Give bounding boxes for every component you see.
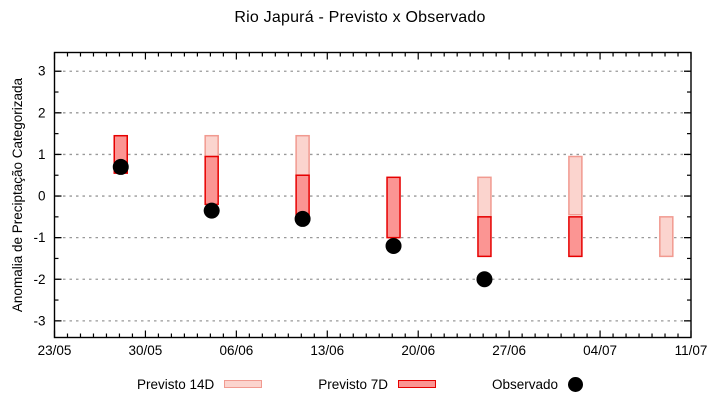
- previsto-7d-swatch-icon: [398, 380, 437, 388]
- bar-previsto-7d: [386, 176, 401, 239]
- y-tick-label: -3: [33, 313, 45, 328]
- x-tick-label: 27/06: [492, 343, 526, 358]
- observed-dot: [476, 271, 493, 288]
- x-tick-label: 20/06: [401, 343, 435, 358]
- legend: Previsto 14D Previsto 7D Observado: [0, 373, 720, 395]
- bar-previsto-7d: [295, 174, 310, 216]
- bar-previsto-14d: [477, 176, 492, 218]
- observed-dot: [385, 237, 402, 254]
- plot-border: [53, 51, 692, 339]
- x-tick-label: 04/07: [583, 343, 617, 358]
- y-tick-label: -2: [33, 272, 45, 287]
- bar-previsto-14d: [204, 134, 219, 158]
- legend-label-observado: Observado: [492, 376, 559, 392]
- observado-dot-icon: [568, 376, 584, 392]
- legend-entry-observado: Observado: [492, 376, 584, 392]
- chart-title: Rio Japurá - Previsto x Observado: [234, 9, 486, 26]
- legend-entry-previsto-14d: Previsto 14D: [136, 376, 263, 392]
- y-tick-label: 0: [38, 189, 46, 204]
- legend-label-previsto-14d: Previsto 14D: [136, 376, 215, 392]
- y-tick-label: -1: [33, 230, 45, 245]
- previsto-14d-swatch-icon: [224, 380, 263, 388]
- legend-entry-previsto-7d: Previsto 7D: [318, 376, 437, 392]
- observed-dot: [203, 202, 220, 219]
- x-tick-label: 23/05: [38, 343, 72, 358]
- bar-previsto-14d: [295, 134, 310, 176]
- x-tick-label: 06/06: [219, 343, 253, 358]
- bar-previsto-14d: [659, 216, 674, 258]
- x-tick-label: 30/05: [129, 343, 163, 358]
- y-tick-label: 3: [38, 64, 46, 79]
- bar-previsto-7d: [477, 216, 492, 258]
- x-tick-label: 11/07: [675, 343, 708, 358]
- bar-previsto-7d: [568, 216, 583, 258]
- bar-previsto-7d: [204, 155, 219, 206]
- y-tick-label: 1: [38, 147, 46, 162]
- y-tick-label: 2: [38, 105, 46, 120]
- bar-previsto-14d: [568, 155, 583, 216]
- observed-dot: [294, 210, 311, 227]
- observed-dot: [112, 158, 129, 175]
- x-tick-label: 13/06: [310, 343, 344, 358]
- legend-label-previsto-7d: Previsto 7D: [318, 376, 389, 392]
